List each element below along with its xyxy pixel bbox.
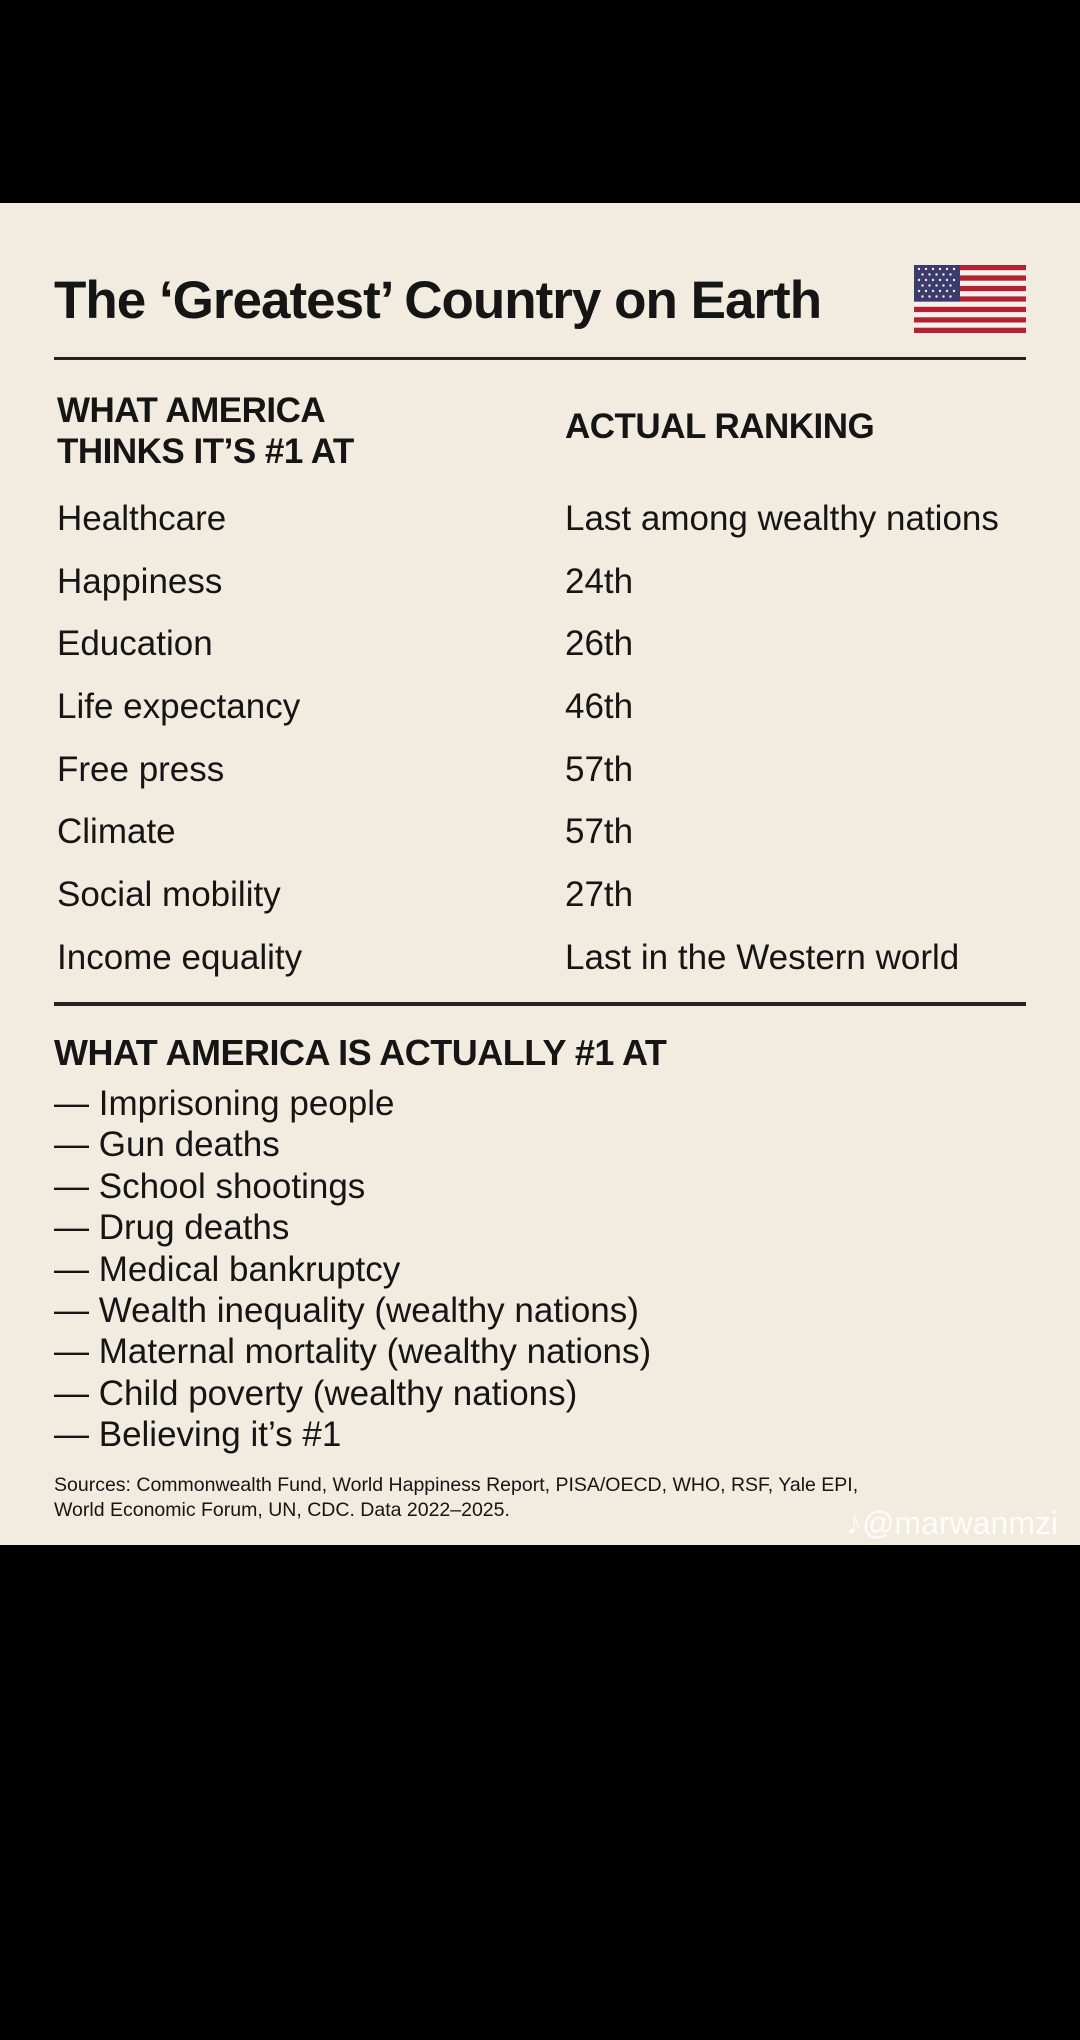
list-item: — Drug deaths	[54, 1208, 290, 1248]
table-row: Education 26th	[0, 613, 1080, 676]
us-flag-icon	[914, 265, 1026, 333]
column-header-ranking: ACTUAL RANKING	[565, 407, 875, 446]
list-item: — School shootings	[54, 1166, 366, 1206]
table-row: Climate 57th	[0, 801, 1080, 864]
ranking-cell: 57th	[565, 812, 634, 852]
category-cell: Free press	[57, 749, 225, 789]
column-header-thinks-line2: THINKS IT’S #1 AT	[57, 432, 354, 471]
column-header-thinks-line1: WHAT AMERICA	[57, 391, 326, 430]
list-item: — Medical bankruptcy	[54, 1249, 401, 1289]
table-row: Income equality Last in the Western worl…	[0, 927, 1080, 990]
category-cell: Happiness	[57, 561, 223, 601]
tiktok-icon: ♪	[845, 1505, 862, 1541]
ranking-cell: Last in the Western world	[565, 937, 960, 977]
actual-section-heading: WHAT AMERICA IS ACTUALLY #1 AT	[54, 1032, 667, 1073]
list-item: — Wealth inequality (wealthy nations)	[54, 1291, 639, 1331]
column-header-thinks: WHAT AMERICA THINKS IT’S #1 AT	[57, 390, 354, 472]
category-cell: Income equality	[57, 937, 303, 977]
category-cell: Climate	[57, 812, 176, 852]
list-item: — Child poverty (wealthy nations)	[54, 1373, 578, 1413]
list-item: — Maternal mortality (wealthy nations)	[54, 1332, 652, 1372]
title-divider	[54, 357, 1026, 360]
watermark-handle: @marwanmzi	[861, 1505, 1058, 1541]
list-item: — Believing it’s #1	[54, 1415, 342, 1455]
ranking-cell: Last among wealthy nations	[565, 499, 999, 538]
table-row: Healthcare Last among wealthy nations	[0, 488, 1080, 551]
list-item: — Gun deaths	[54, 1125, 280, 1165]
ranking-cell: 57th	[565, 749, 634, 789]
ranking-table: Healthcare Last among wealthy nations Ha…	[0, 488, 1080, 990]
sources-line: World Economic Forum, UN, CDC. Data 2022…	[54, 1499, 510, 1521]
infographic-card: The ‘Greatest’ Country on Earth WHAT AME…	[0, 203, 1080, 1545]
page-title: The ‘Greatest’ Country on Earth	[54, 271, 822, 330]
table-row: Life expectancy 46th	[0, 676, 1080, 739]
ranking-cell: 27th	[565, 875, 634, 915]
table-row: Social mobility 27th	[0, 864, 1080, 927]
category-cell: Healthcare	[57, 499, 227, 538]
sources-note: Sources: Commonwealth Fund, World Happin…	[54, 1473, 1014, 1523]
ranking-cell: 46th	[565, 687, 634, 727]
category-cell: Education	[57, 624, 213, 664]
sources-line: Sources: Commonwealth Fund, World Happin…	[54, 1474, 859, 1496]
table-row: Free press 57th	[0, 739, 1080, 802]
category-cell: Life expectancy	[57, 687, 301, 727]
watermark: ♪@marwanmzi	[846, 1505, 1058, 1542]
list-item: — Imprisoning people	[54, 1084, 395, 1123]
ranking-cell: 24th	[565, 561, 634, 601]
category-cell: Social mobility	[57, 875, 281, 915]
table-row: Happiness 24th	[0, 551, 1080, 614]
actual-list: — Imprisoning people — Gun deaths — Scho…	[54, 1083, 651, 1456]
ranking-cell: 26th	[565, 624, 634, 664]
section-divider	[54, 1002, 1026, 1006]
